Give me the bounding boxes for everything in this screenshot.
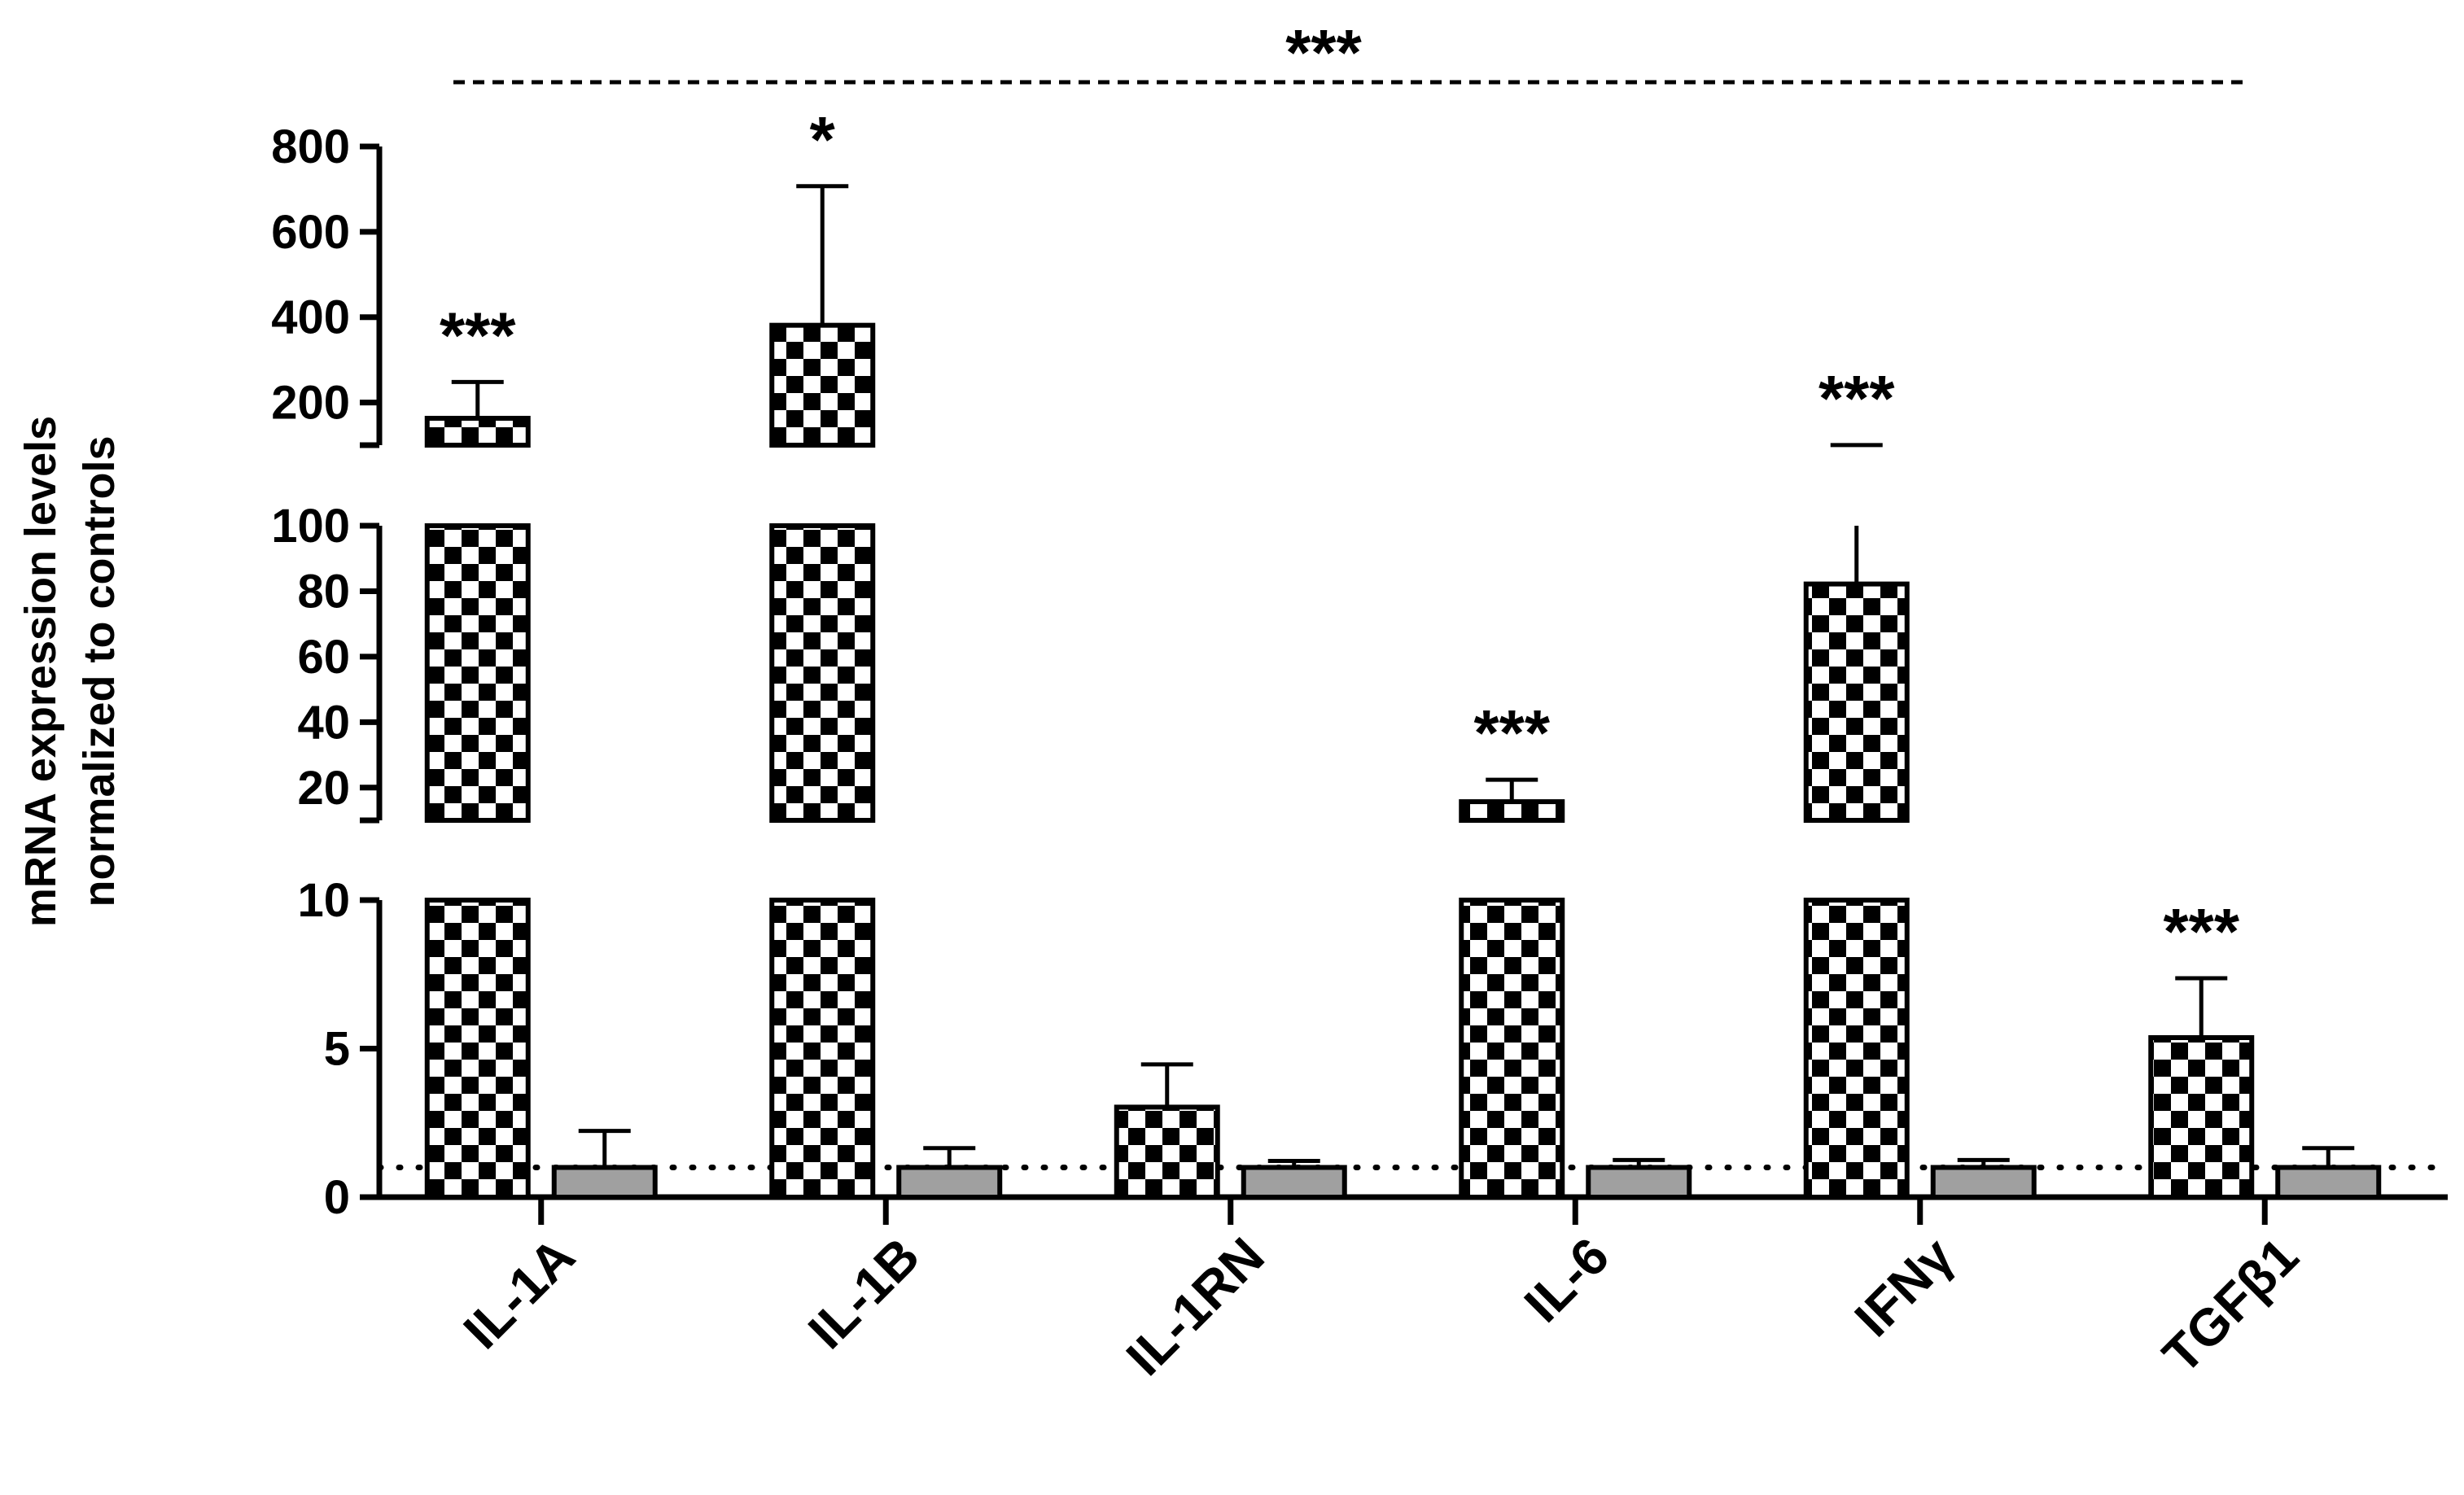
y-axis-label: mRNA expression levels <box>16 416 65 927</box>
y-tick-label: 5 <box>324 1023 350 1076</box>
significance: *** <box>1818 362 1895 435</box>
x-tick-label: TGFβ1 <box>2151 1226 2309 1384</box>
bar <box>1586 1165 1692 1200</box>
bar <box>1459 799 1565 823</box>
bar <box>424 415 531 448</box>
y-tick-label: 0 <box>324 1171 350 1224</box>
bar <box>1803 898 1910 1200</box>
bar <box>2148 1034 2255 1200</box>
y-tick-label: 600 <box>271 206 350 259</box>
y-tick-label: 80 <box>297 565 350 618</box>
bar <box>769 322 876 448</box>
x-tick-label: IL-1A <box>453 1226 586 1360</box>
bar <box>1459 898 1565 1200</box>
y-tick-label: 800 <box>271 120 350 173</box>
bar <box>551 1165 658 1200</box>
y-tick-label: 40 <box>297 696 350 749</box>
significance: *** <box>1474 697 1551 769</box>
y-tick-label: 10 <box>297 874 350 927</box>
x-tick-label: IL-1RN <box>1115 1226 1276 1387</box>
y-tick-label: 400 <box>271 291 350 344</box>
bar <box>1241 1165 1347 1200</box>
x-tick-label: IL-6 <box>1513 1226 1620 1333</box>
bar <box>1930 1165 2037 1200</box>
bar <box>769 523 876 823</box>
x-tick-label: IL-1B <box>797 1226 930 1360</box>
y-tick-label: 60 <box>297 631 350 684</box>
bar <box>896 1165 1003 1200</box>
bar <box>2275 1165 2382 1200</box>
y-tick-label: 100 <box>271 500 350 553</box>
y-tick-label: 20 <box>297 762 350 815</box>
significance: * <box>810 103 836 176</box>
bar <box>1803 581 1910 824</box>
bar <box>424 898 531 1200</box>
x-tick-label: IFNγ <box>1844 1226 1965 1348</box>
bar <box>1114 1104 1220 1200</box>
significance: *** <box>2164 895 2240 968</box>
bar <box>424 523 531 823</box>
significance: *** <box>1285 16 1362 89</box>
y-axis-label: normalized to controls <box>75 435 124 907</box>
y-tick-label: 200 <box>271 377 350 430</box>
bar <box>769 898 876 1200</box>
significance: *** <box>440 299 516 371</box>
